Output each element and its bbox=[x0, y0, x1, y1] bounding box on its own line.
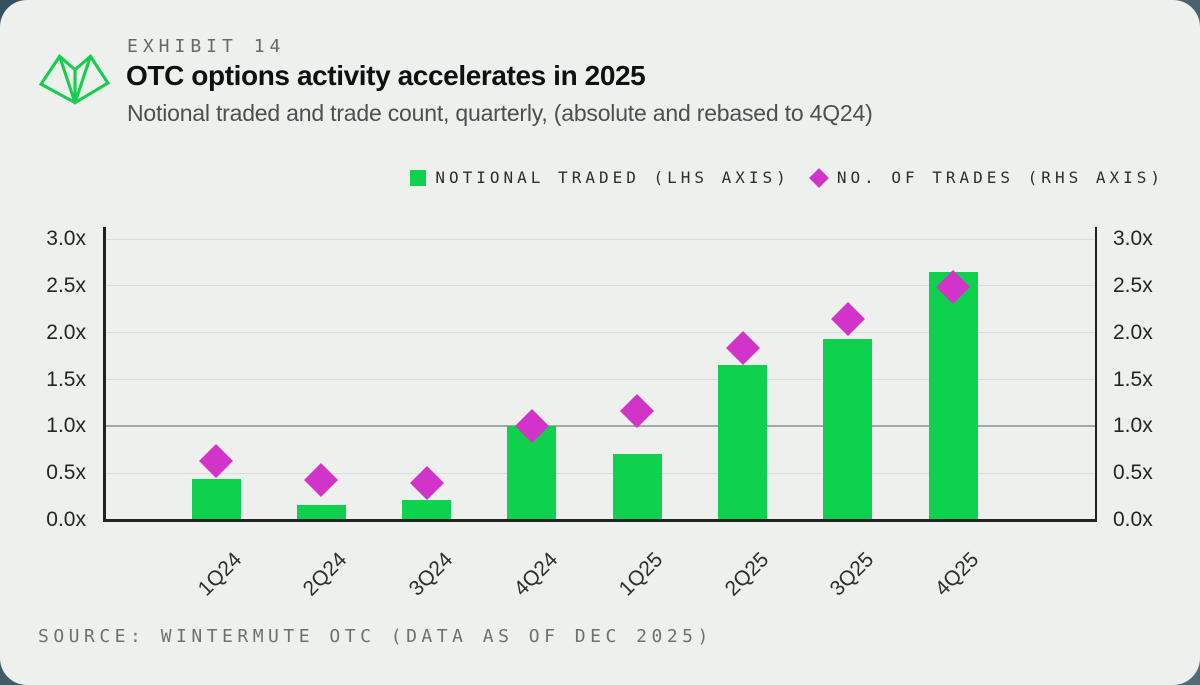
x-axis-label-1Q25: 1Q25 bbox=[614, 548, 668, 601]
gridline-2.0x bbox=[105, 332, 1095, 334]
x-axis-label-4Q24: 4Q24 bbox=[509, 548, 563, 601]
bar-1Q25 bbox=[612, 454, 662, 519]
bar-4Q25 bbox=[928, 271, 978, 519]
gridline-2.5x bbox=[105, 285, 1095, 287]
gridline-0.5x bbox=[105, 472, 1095, 474]
x-axis-label-2Q25: 2Q25 bbox=[720, 548, 773, 601]
diamond-2Q24 bbox=[304, 462, 339, 497]
y-axis-line-left bbox=[102, 227, 106, 522]
source-caption: SOURCE: WINTERMUTE OTC (DATA AS OF DEC 2… bbox=[38, 626, 713, 647]
x-axis-label-3Q25: 3Q25 bbox=[825, 548, 879, 601]
bar-1Q24 bbox=[191, 478, 241, 519]
wintermute-logo-icon bbox=[38, 54, 110, 105]
bar-3Q25 bbox=[823, 339, 873, 519]
gridline-1.5x bbox=[105, 379, 1095, 380]
y-axis-tick-left: 1.0x bbox=[46, 414, 86, 438]
y-axis-tick-right: 0.5x bbox=[1113, 461, 1153, 485]
legend-label: NO. OF TRADES (RHS AXIS) bbox=[836, 168, 1164, 187]
bar-2Q24 bbox=[296, 505, 346, 519]
diamond-3Q24 bbox=[409, 465, 444, 500]
y-axis-tick-left: 0.0x bbox=[46, 508, 86, 531]
chart-legend: NOTIONAL TRADED (LHS AXIS) NO. OF TRADES … bbox=[410, 167, 1164, 188]
legend-square-icon bbox=[410, 169, 427, 186]
gridline-3.0x bbox=[105, 238, 1095, 240]
x-axis-line bbox=[102, 519, 1097, 522]
diamond-1Q25 bbox=[620, 394, 655, 429]
diamond-2Q25 bbox=[725, 330, 760, 365]
x-axis-label-4Q25: 4Q25 bbox=[930, 548, 984, 601]
x-axis-label-2Q24: 2Q24 bbox=[298, 548, 352, 601]
y-axis-tick-left: 2.0x bbox=[46, 320, 86, 344]
y-axis-tick-left: 3.0x bbox=[46, 227, 86, 250]
bar-2Q25 bbox=[718, 365, 767, 519]
x-axis-label-3Q24: 3Q24 bbox=[404, 548, 457, 601]
diamond-3Q25 bbox=[830, 301, 865, 336]
exhibit-label: EXHIBIT 14 bbox=[127, 36, 286, 57]
legend-item-notional: NOTIONAL TRADED (LHS AXIS) bbox=[410, 168, 789, 187]
legend-item-trades: NO. OF TRADES (RHS AXIS) bbox=[808, 167, 1164, 188]
legend-label: NOTIONAL TRADED (LHS AXIS) bbox=[435, 168, 790, 187]
x-axis-label-1Q24: 1Q24 bbox=[193, 548, 247, 601]
bar-3Q24 bbox=[402, 500, 452, 519]
y-axis-tick-right: 2.0x bbox=[1113, 320, 1153, 344]
y-axis-tick-right: 1.5x bbox=[1113, 367, 1153, 391]
y-axis-tick-left: 0.5x bbox=[46, 461, 86, 485]
page-subtitle: Notional traded and trade count, quarter… bbox=[127, 100, 873, 126]
page-title: OTC options activity accelerates in 2025 bbox=[126, 60, 646, 91]
y-axis-tick-left: 1.5x bbox=[46, 367, 86, 391]
y-axis-tick-right: 2.5x bbox=[1113, 273, 1153, 297]
y-axis-tick-right: 1.0x bbox=[1113, 414, 1153, 438]
y-axis-tick-left: 2.5x bbox=[46, 273, 86, 297]
y-axis-line-right bbox=[1094, 227, 1097, 522]
y-axis-tick-right: 0.0x bbox=[1113, 508, 1153, 531]
y-axis-tick-right: 3.0x bbox=[1113, 227, 1153, 250]
gridline-1.0x bbox=[105, 425, 1095, 428]
